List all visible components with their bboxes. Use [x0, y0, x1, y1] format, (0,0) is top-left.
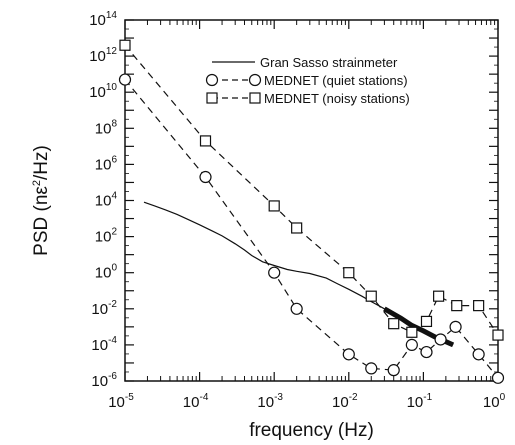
y-tick-label: 10-6	[91, 371, 117, 390]
marker-circle	[405, 338, 418, 351]
marker-circle	[290, 302, 303, 315]
y-tick-label: 106	[95, 154, 118, 173]
marker-square	[268, 200, 280, 212]
marker-circle	[365, 362, 378, 375]
marker-circle	[472, 348, 485, 361]
series	[118, 39, 505, 384]
y-tick-label: 104	[95, 191, 118, 210]
legend-label: MEDNET (noisy stations)	[264, 91, 410, 106]
marker-square	[451, 300, 463, 312]
y-tick-label: 10-4	[91, 335, 117, 354]
y-tick-label: 10-2	[91, 299, 117, 318]
x-tick-label: 10-2	[332, 392, 358, 411]
legend-marker-square	[249, 92, 261, 104]
axis-ticks	[124, 19, 499, 382]
marker-square	[406, 326, 418, 338]
y-tick-label: 102	[95, 227, 118, 246]
x-tick-label: 10-3	[257, 392, 283, 411]
marker-circle	[268, 266, 281, 279]
marker-square	[343, 267, 355, 279]
marker-square	[420, 315, 433, 328]
x-tick-label: 100	[483, 392, 506, 411]
axis-labels: 10-6 10-4 10-2 100 102 104 106 108 1010 1012 1014 1…	[31, 10, 506, 441]
y-axis-title: PSD (nε2/Hz)	[31, 145, 52, 256]
x-tick-label: 10-4	[183, 392, 209, 411]
legend-marker-circle	[248, 73, 262, 87]
series-line-quiet	[124, 79, 499, 379]
marker-circle	[420, 345, 433, 359]
x-axis-title: frequency (Hz)	[249, 420, 374, 441]
y-tick-label: 1012	[89, 46, 117, 65]
x-tick-label: 10-5	[108, 392, 134, 411]
marker-circle	[342, 348, 355, 361]
marker-square	[291, 222, 303, 234]
y-tick-label: 1014	[89, 10, 117, 29]
y-tick-label: 1010	[89, 82, 117, 101]
legend-marker-circle	[205, 73, 219, 87]
legend-marker-square	[206, 92, 218, 104]
y-tick-label: 108	[95, 118, 118, 137]
legend-label: Gran Sasso strainmeter	[260, 55, 398, 70]
marker-square	[473, 300, 485, 312]
y-tick-label: 100	[95, 263, 118, 282]
marker-square	[388, 318, 400, 330]
marker-square	[199, 135, 212, 147]
marker-circle	[118, 73, 132, 86]
marker-circle	[491, 371, 505, 384]
marker-circle	[387, 364, 400, 377]
legend-label: MEDNET (quiet stations)	[264, 73, 408, 88]
marker-square	[365, 290, 377, 302]
x-tick-label: 10-1	[407, 392, 433, 411]
marker-circle	[449, 320, 462, 333]
marker-square	[492, 329, 504, 341]
legend: Gran Sasso strainmeter MEDNET (quiet stat…	[205, 55, 410, 106]
marker-circle	[434, 333, 447, 346]
marker-square	[119, 39, 131, 51]
marker-square	[433, 290, 445, 302]
marker-circle	[199, 170, 212, 184]
